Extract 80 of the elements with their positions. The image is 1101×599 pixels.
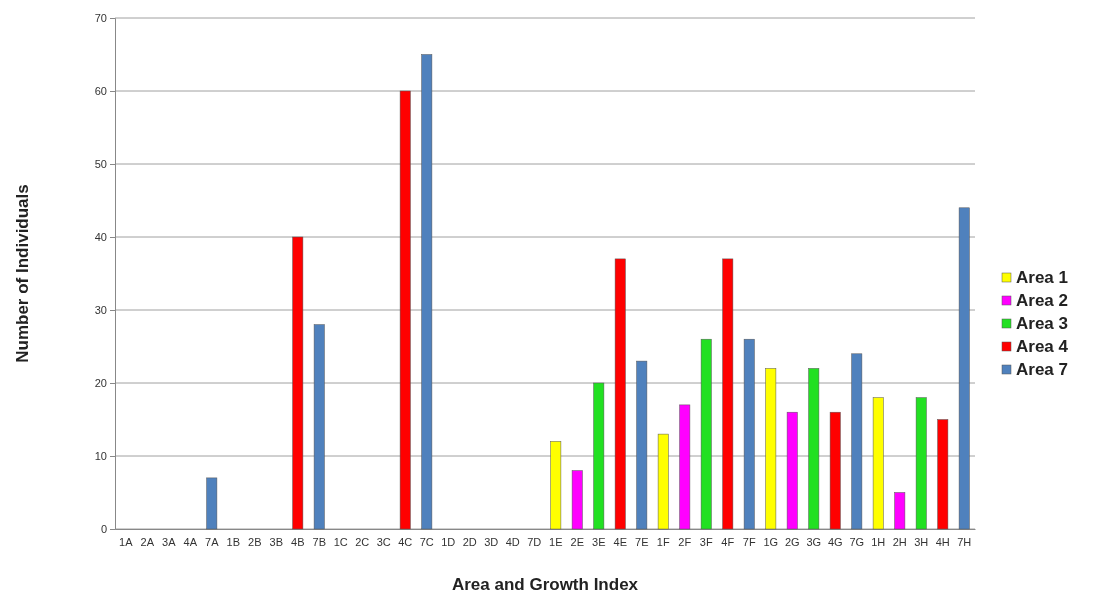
- x-tick-label: 3F: [699, 535, 713, 548]
- y-axis-title: Number of Individuals: [13, 184, 32, 363]
- y-tick-label: 20: [94, 377, 107, 390]
- bar: [829, 411, 841, 530]
- y-tick-label: 70: [94, 12, 107, 25]
- y-tick-label: 0: [100, 523, 107, 536]
- x-tick-label: 7E: [635, 535, 649, 548]
- bar: [614, 258, 626, 530]
- bar: [399, 90, 411, 530]
- bar: [743, 338, 755, 530]
- x-tick-label: 4C: [398, 535, 413, 548]
- x-tick-label: 4B: [291, 535, 305, 548]
- bar: [421, 54, 433, 530]
- bar: [937, 419, 949, 530]
- x-tick-label: 1H: [871, 535, 886, 548]
- bar: [593, 382, 605, 530]
- bar: [958, 207, 970, 530]
- y-tick-label: 50: [94, 158, 107, 171]
- x-tick-label: 7G: [849, 535, 865, 548]
- bar: [313, 324, 325, 530]
- x-tick-label: 3C: [376, 535, 391, 548]
- bar: [679, 404, 691, 530]
- y-tick-label: 30: [94, 304, 107, 317]
- x-tick-label: 7F: [742, 535, 756, 548]
- bar: [657, 433, 669, 530]
- x-tick-label: 7B: [312, 535, 326, 548]
- x-tick-label: 3D: [484, 535, 499, 548]
- x-tick-label: 1D: [441, 535, 456, 548]
- x-tick-label: 4G: [827, 535, 843, 548]
- x-tick-label: 4E: [613, 535, 627, 548]
- x-axis-title: Area and Growth Index: [451, 575, 639, 594]
- x-tick-label: 2H: [892, 535, 907, 548]
- x-tick-label: 4F: [721, 535, 735, 548]
- legend-label: Area 3: [1016, 314, 1068, 333]
- x-tick-label: 2D: [462, 535, 477, 548]
- x-tick-label: 2C: [355, 535, 370, 548]
- bar: [872, 397, 884, 530]
- x-tick-label: 2B: [248, 535, 262, 548]
- bar: [765, 368, 777, 530]
- x-tick-label: 1G: [763, 535, 779, 548]
- bar: [206, 477, 218, 530]
- x-tick-label: 2E: [570, 535, 584, 548]
- bar: [571, 470, 583, 530]
- x-tick-label: 2F: [678, 535, 692, 548]
- bar: [808, 368, 820, 530]
- bar: [292, 236, 304, 530]
- x-tick-label: 7D: [527, 535, 542, 548]
- x-tick-label: 1E: [549, 535, 563, 548]
- bar: [636, 360, 648, 530]
- x-tick-label: 7C: [419, 535, 434, 548]
- bar: [722, 258, 734, 530]
- x-tick-label: 3B: [269, 535, 283, 548]
- x-tick-label: 3A: [162, 535, 177, 548]
- bar: [786, 411, 798, 530]
- bar: [915, 397, 927, 530]
- bar: [550, 441, 562, 530]
- legend-label: Area 1: [1016, 268, 1068, 287]
- x-tick-label: 3G: [806, 535, 822, 548]
- bar: [700, 338, 712, 530]
- y-tick-label: 40: [94, 231, 107, 244]
- x-tick-label: 1A: [119, 535, 134, 548]
- y-tick-label: 60: [94, 85, 107, 98]
- x-tick-label: 1F: [656, 535, 670, 548]
- x-tick-label: 7H: [957, 535, 972, 548]
- x-tick-label: 3H: [914, 535, 929, 548]
- y-tick-label: 10: [94, 450, 107, 463]
- x-tick-label: 2G: [784, 535, 800, 548]
- x-tick-label: 4H: [935, 535, 950, 548]
- legend-label: Area 4: [1016, 337, 1069, 356]
- x-tick-label: 4A: [183, 535, 198, 548]
- bar: [851, 353, 863, 530]
- x-tick-label: 1B: [226, 535, 240, 548]
- x-tick-label: 4D: [505, 535, 520, 548]
- legend-label: Area 2: [1016, 291, 1068, 310]
- x-tick-label: 3E: [592, 535, 606, 548]
- bar: [894, 492, 906, 530]
- x-tick-label: 2A: [140, 535, 155, 548]
- x-tick-label: 1C: [333, 535, 348, 548]
- x-tick-label: 7A: [205, 535, 220, 548]
- legend-label: Area 7: [1016, 360, 1068, 379]
